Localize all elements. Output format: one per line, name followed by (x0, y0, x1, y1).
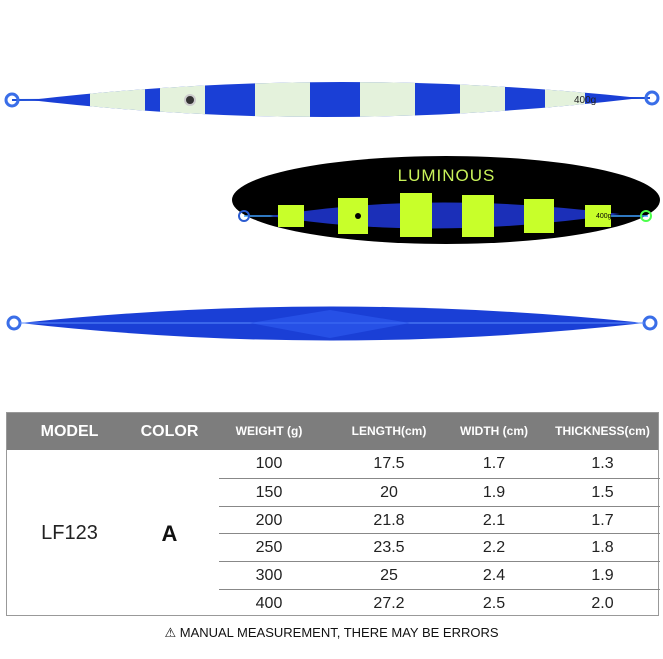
length-cell: 27.2 (373, 595, 405, 612)
width-cell: 1.9 (482, 483, 506, 501)
thickness-cell: 1.9 (591, 567, 614, 585)
length-cell: 21.8 (373, 511, 405, 529)
table-row: 100 17.5 1.7 1.3 (219, 450, 660, 477)
thickness-cell: 1.7 (591, 511, 614, 529)
weight-cell: 100 (255, 455, 283, 472)
table-header: MODEL COLOR WEIGHT (g) LENGTH(cm) WIDTH … (7, 413, 658, 450)
length-cell: 25 (380, 567, 398, 585)
table-row: 150 20 1.9 1.5 (219, 477, 660, 506)
color-cell: A (161, 521, 178, 546)
luminous-label: LUMINOUS (397, 166, 496, 185)
note-text: MANUAL MEASUREMENT, THERE MAY BE ERRORS (179, 625, 499, 640)
thickness-cell: 2.0 (591, 595, 614, 612)
weight-cell: 200 (255, 511, 283, 529)
width-cell: 1.7 (482, 455, 506, 472)
table-row: 250 23.5 2.2 1.8 (219, 533, 660, 561)
header-length: LENGTH(cm) (351, 424, 427, 438)
length-cell: 17.5 (373, 455, 405, 472)
lure-striped-image: 400g (4, 81, 660, 118)
weight-cell: 250 (255, 539, 283, 557)
model-cell: LF123 (41, 522, 98, 544)
header-color: COLOR (140, 423, 199, 440)
width-cell: 2.1 (482, 511, 506, 529)
lure-luminous-image: 400g (232, 156, 660, 244)
table-row: 200 21.8 2.1 1.7 (219, 505, 660, 534)
weight-mark: 400g (574, 95, 596, 106)
thickness-cell: 1.5 (591, 483, 614, 501)
weight-cell: 300 (255, 567, 283, 585)
table-row: 300 25 2.4 1.9 (219, 561, 660, 589)
spec-table: MODEL COLOR WEIGHT (g) LENGTH(cm) WIDTH … (6, 412, 660, 617)
thickness-cell: 1.8 (591, 539, 614, 557)
header-thickness: THICKNESS(cm) (555, 424, 650, 438)
weight-cell: 150 (255, 483, 283, 501)
thickness-cell: 1.3 (591, 455, 614, 472)
header-width: WIDTH (cm) (460, 424, 528, 438)
length-cell: 23.5 (373, 539, 405, 557)
lure-blue-image (6, 306, 658, 341)
width-cell: 2.4 (482, 567, 506, 585)
length-cell: 20 (380, 483, 398, 501)
width-cell: 2.2 (482, 539, 506, 557)
header-weight: WEIGHT (g) (235, 424, 303, 438)
measurement-note: ⚠ MANUAL MEASUREMENT, THERE MAY BE ERROR… (0, 625, 663, 641)
table-row: 400 27.2 2.5 2.0 (219, 589, 660, 617)
luminous-weight-mark: 400g (596, 213, 612, 220)
warning-triangle-icon: ⚠ (164, 625, 177, 640)
header-model: MODEL (40, 423, 99, 440)
weight-cell: 400 (255, 595, 283, 612)
width-cell: 2.5 (482, 595, 506, 612)
